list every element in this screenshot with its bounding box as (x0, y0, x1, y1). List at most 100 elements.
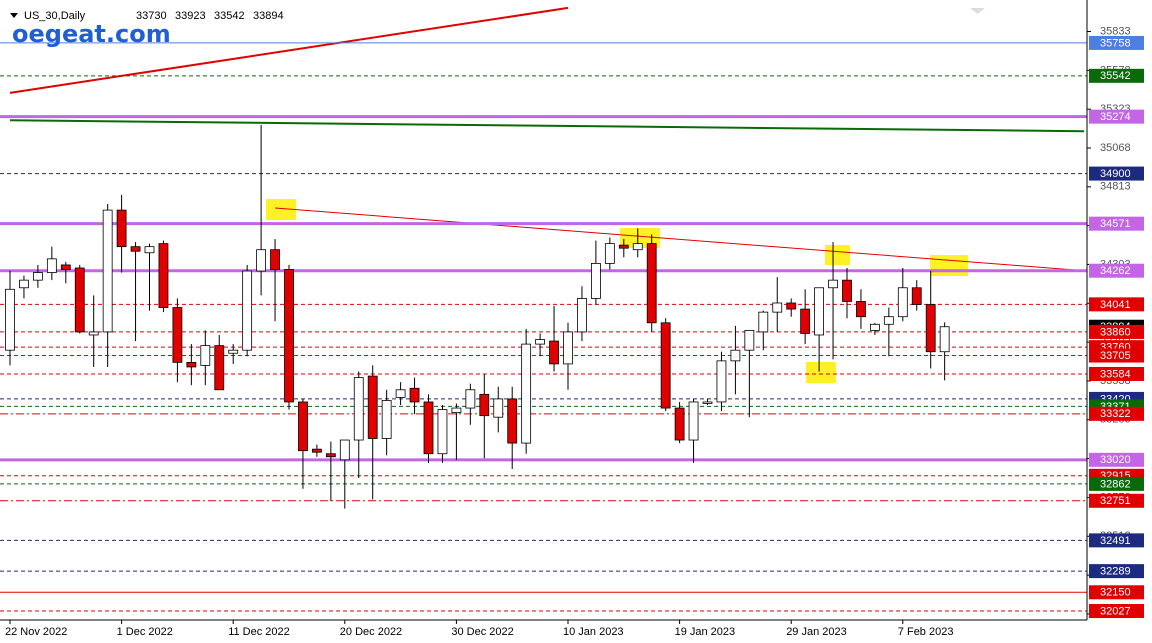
level-label: 34262 (1100, 265, 1131, 277)
level-label: 35758 (1100, 37, 1131, 49)
level-label: 33584 (1100, 368, 1131, 380)
x-tick-label: 20 Dec 2022 (340, 626, 402, 638)
candle-body (507, 398, 518, 444)
highlight-box (620, 228, 660, 248)
candle-body (828, 279, 838, 289)
level-label: 33860 (1100, 326, 1131, 338)
level-label-bg (1089, 324, 1144, 339)
candle-body (563, 331, 573, 365)
level-label: 32027 (1100, 605, 1131, 617)
candle-body (730, 349, 741, 362)
highlight-box (930, 255, 968, 276)
candle-body (618, 244, 629, 249)
candle-body (604, 243, 615, 264)
level-label: 33322 (1100, 408, 1131, 420)
level-label-bg (1089, 564, 1144, 579)
candle-body (744, 330, 755, 351)
candle-body (702, 401, 713, 404)
candle-body (660, 322, 671, 409)
x-tick-label: 29 Jan 2023 (786, 626, 847, 638)
highlights (266, 199, 968, 383)
trendline (275, 207, 1085, 272)
candle-body (688, 401, 699, 441)
candle-body (242, 270, 253, 351)
candle-body (423, 401, 434, 455)
chart-title: US_30,Daily (24, 10, 86, 22)
menu-arrow (10, 13, 18, 18)
level-label: 35274 (1100, 111, 1131, 123)
candle-body (925, 304, 936, 353)
candle-body (646, 243, 657, 324)
candle-body (367, 375, 378, 439)
candle-body (200, 345, 211, 366)
candle-body (521, 343, 532, 444)
level-label: 32289 (1100, 566, 1131, 578)
level-label-bg (1089, 452, 1144, 467)
scroll-marker (970, 8, 985, 14)
candle-body (228, 349, 239, 354)
level-label-bg (1089, 493, 1144, 508)
candle-body (451, 407, 462, 414)
candle-body (325, 453, 336, 458)
candle-body (284, 269, 294, 403)
header-low: 33542 (214, 10, 245, 22)
candle-body (172, 307, 183, 363)
candle-body (535, 339, 545, 345)
candle-body (311, 448, 322, 453)
level-label: 34041 (1100, 299, 1131, 311)
candle-body (814, 287, 824, 336)
level-label-bg (1089, 366, 1144, 381)
candle-body (939, 326, 950, 353)
candle-body (479, 393, 490, 417)
candle-body (577, 298, 587, 333)
highlight-box (806, 362, 836, 383)
candle-body (60, 264, 71, 270)
watermark: oegeat.com (12, 20, 171, 48)
x-tick-label: 7 Feb 2023 (898, 626, 954, 638)
level-label-bg (1089, 476, 1144, 491)
candle-body (883, 316, 894, 325)
candle-body (158, 243, 169, 308)
x-tick-label: 22 Nov 2022 (5, 626, 67, 638)
level-label-bg (1089, 348, 1144, 363)
x-tick-label: 19 Jan 2023 (675, 626, 736, 638)
candle-body (842, 279, 852, 302)
candle-body (409, 387, 420, 403)
candle-body (353, 377, 364, 441)
level-label-bg (1089, 533, 1144, 548)
candle-body (870, 323, 880, 331)
candle-body (270, 249, 280, 270)
trendline (9, 6, 569, 94)
level-label-bg (1089, 35, 1144, 50)
header-open: 33730 (136, 10, 167, 22)
candle-body (674, 407, 685, 441)
candle-body (549, 340, 559, 365)
candle-body (716, 360, 727, 403)
candle-body (758, 311, 769, 333)
y-tick-label: 35833 (1100, 25, 1131, 37)
level-label: 32751 (1100, 495, 1131, 507)
level-label: 32862 (1100, 478, 1131, 490)
candle-body (800, 308, 811, 334)
level-label-bg (1089, 263, 1144, 278)
level-label-bg (1089, 297, 1144, 312)
candle-body (256, 249, 267, 272)
level-label: 33705 (1100, 350, 1131, 362)
x-tick-label: 11 Dec 2022 (228, 626, 290, 638)
candle-body (298, 401, 308, 452)
candle-body (772, 302, 783, 313)
candle-body (339, 439, 350, 461)
header-close: 33894 (253, 10, 284, 22)
candle-body (102, 209, 113, 333)
candle-body (381, 400, 392, 439)
trendline (9, 119, 1085, 133)
level-label: 32491 (1100, 535, 1131, 547)
candle-body (5, 288, 15, 351)
candle-body (493, 398, 504, 418)
x-tick-label: 10 Jan 2023 (563, 626, 624, 638)
level-label: 32150 (1100, 587, 1131, 599)
candle-body (395, 389, 406, 398)
level-label-bg (1089, 109, 1144, 124)
